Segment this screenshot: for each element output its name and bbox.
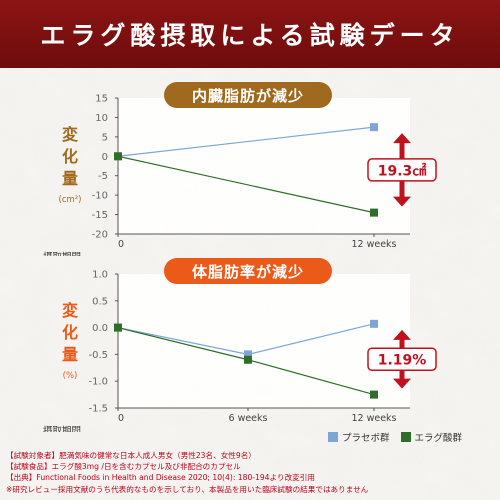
difference-label-box xyxy=(367,347,437,371)
legend-item-ellagic: エラグ酸群 xyxy=(400,430,463,444)
y-axis-label-char: 変 xyxy=(62,125,78,144)
chart-title-pill xyxy=(164,82,332,108)
page-title: エラグ酸摂取による試験データ xyxy=(40,21,460,50)
legend-label-placebo: プラセボ群 xyxy=(342,433,390,444)
ellagic-point xyxy=(114,323,122,332)
placebo-point xyxy=(370,319,378,328)
x-tick-label: 12 weeks xyxy=(351,413,396,424)
y-tick-label: -20 xyxy=(92,230,108,241)
y-axis-unit: (%) xyxy=(63,371,78,381)
footnotes: 【試験対象者】肥満気味の健常な日本人成人男女（男性23名、女性9名） 【試験食品… xyxy=(6,450,496,495)
arrow-up-icon xyxy=(393,329,411,340)
y-axis-label-char: 化 xyxy=(62,147,78,166)
y-tick-label: 0 xyxy=(102,152,108,163)
y-tick-label: -1.5 xyxy=(88,404,108,415)
ellagic-swatch-icon xyxy=(400,432,411,442)
x-tick-label: 12 weeks xyxy=(351,239,396,250)
y-tick-label: -15 xyxy=(92,210,108,221)
ellagic-point xyxy=(370,208,378,217)
ellagic-line xyxy=(117,155,375,214)
x-tick-label: 0 xyxy=(118,239,124,250)
y-tick-label: -0.5 xyxy=(88,350,108,361)
difference-label-box xyxy=(367,158,437,182)
y-tick-label: -10 xyxy=(92,191,108,202)
footnote-test-food: 【試験食品】エラグ酸3mg /日を含むカプセル及び非配合のカプセル xyxy=(6,462,241,472)
footnote-disclaimer: ※研究レビュー採用文献のうち代表的なものを示しており、本製品を用いた臨床試験の結… xyxy=(6,484,369,494)
y-tick-label: -5 xyxy=(98,171,108,182)
chart-title: 内臓脂肪が減少 xyxy=(192,87,304,105)
x-tick-label: 6 weeks xyxy=(229,413,268,424)
arrow-up-icon xyxy=(393,133,411,144)
legend: プラセボ群 エラグ酸群 xyxy=(328,430,470,446)
placebo-swatch-icon xyxy=(328,432,338,442)
body-fat-chart: 1.0 0.5 0.0 -0.5 -1.0 -1.5 0 6 weeks 12 weeks 摂取期… xyxy=(43,258,437,432)
x-axis-label: 摂取期間 xyxy=(43,251,81,256)
chart-title-pill xyxy=(164,258,332,284)
chart-title: 体脂肪率が減少 xyxy=(192,263,304,281)
arrow-down-icon xyxy=(393,378,411,389)
y-tick-label: 5 xyxy=(102,132,108,143)
legend-label-ellagic: エラグ酸群 xyxy=(414,433,463,444)
y-axis-label-char: 量 xyxy=(62,345,78,364)
y-axis-unit: (cm²) xyxy=(59,195,82,205)
y-tick-label: 15 xyxy=(95,94,108,105)
footnote-subjects: 【試験対象者】肥満気味の健常な日本人成人男女（男性23名、女性9名） xyxy=(6,451,256,460)
ellagic-point xyxy=(244,355,252,364)
plot-area xyxy=(118,274,410,408)
ellagic-point xyxy=(370,390,378,399)
y-tick-label: -1.0 xyxy=(88,377,108,388)
ellagic-point xyxy=(114,152,122,161)
placebo-point xyxy=(370,123,378,132)
plot-area xyxy=(118,98,410,234)
y-tick-label: 10 xyxy=(95,113,108,124)
placebo-point xyxy=(244,350,252,359)
x-tick-label: 0 xyxy=(118,413,124,424)
visceral-fat-chart: 15 10 5 0 -5 -10 -15 -20 0 12 weeks 摂取期間 変化量 (cm²) 内臓… xyxy=(43,82,437,256)
placebo-line xyxy=(117,126,375,157)
header-banner: エラグ酸摂取による試験データ xyxy=(0,0,500,68)
footnote-source: 【出典】Functional Foods in Health and Disea… xyxy=(6,473,315,483)
legend-item-placebo: プラセボ群 xyxy=(328,430,390,444)
y-tick-label: 0.0 xyxy=(92,323,108,334)
y-axis-label-char: 変 xyxy=(62,301,78,320)
difference-label: 19.3㎠ xyxy=(378,162,427,179)
y-axis-label-char: 化 xyxy=(62,323,78,342)
y-tick-label: 1.0 xyxy=(92,270,108,281)
arrow-down-icon xyxy=(393,196,411,207)
y-tick-label: 0.5 xyxy=(92,296,108,307)
x-axis-label: 摂取期間 xyxy=(43,425,81,432)
difference-label: 1.19% xyxy=(378,353,427,369)
y-axis-label-char: 量 xyxy=(62,169,78,188)
